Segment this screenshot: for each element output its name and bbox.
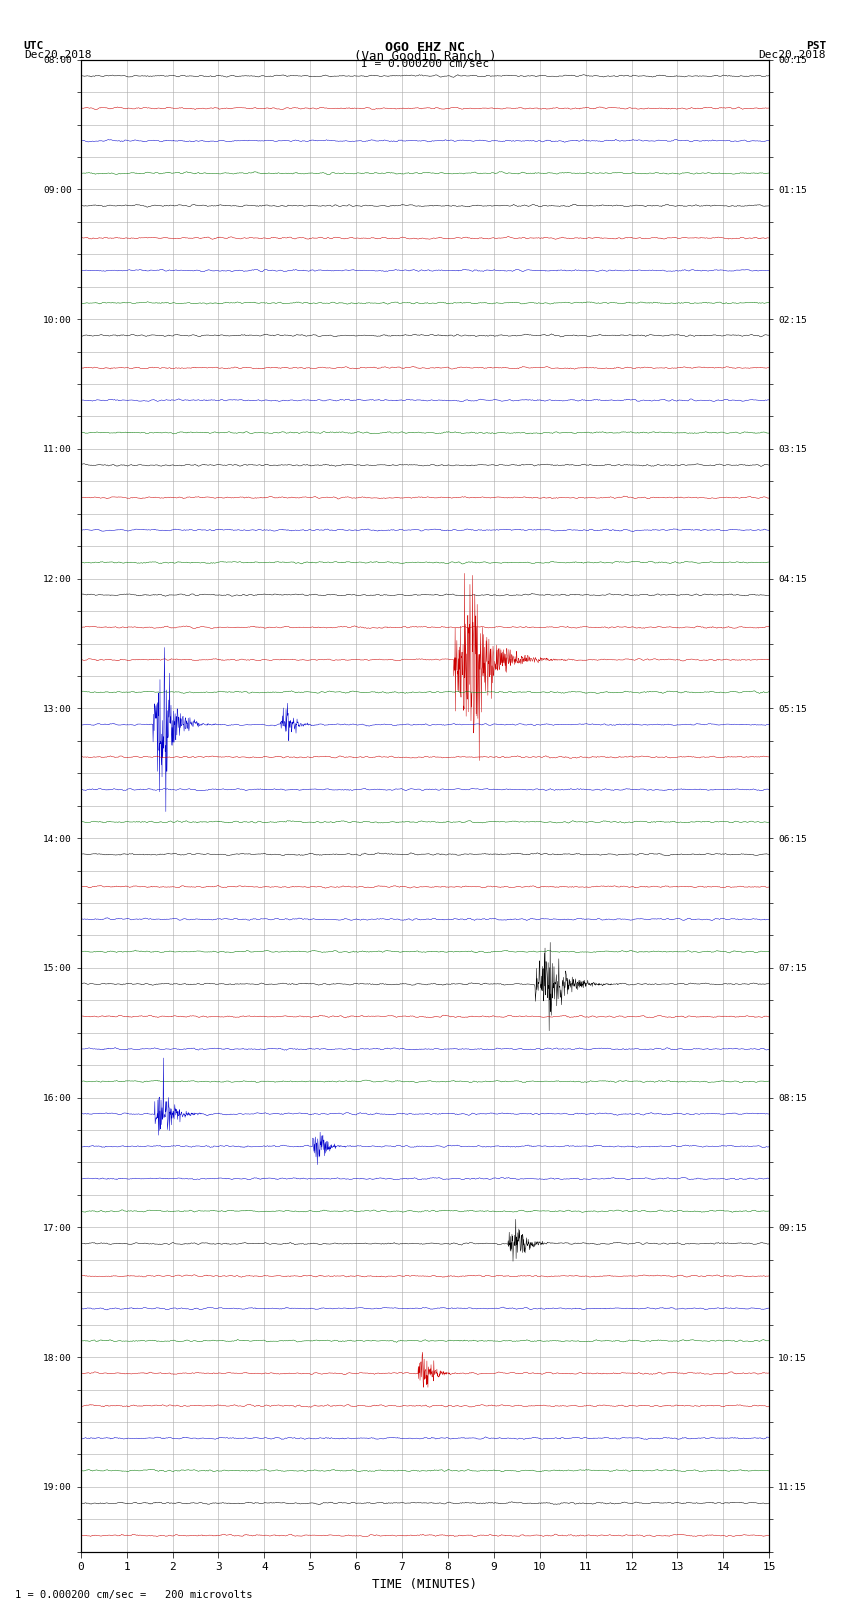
Text: 1 = 0.000200 cm/sec =   200 microvolts: 1 = 0.000200 cm/sec = 200 microvolts [15, 1590, 252, 1600]
Text: Dec20,2018: Dec20,2018 [759, 50, 826, 60]
Text: Dec20,2018: Dec20,2018 [24, 50, 91, 60]
Text: (Van Goodin Ranch ): (Van Goodin Ranch ) [354, 50, 496, 63]
Text: I = 0.000200 cm/sec: I = 0.000200 cm/sec [361, 58, 489, 69]
Text: OGO EHZ NC: OGO EHZ NC [385, 40, 465, 55]
X-axis label: TIME (MINUTES): TIME (MINUTES) [372, 1578, 478, 1590]
Text: PST: PST [806, 40, 826, 52]
Text: UTC: UTC [24, 40, 44, 52]
